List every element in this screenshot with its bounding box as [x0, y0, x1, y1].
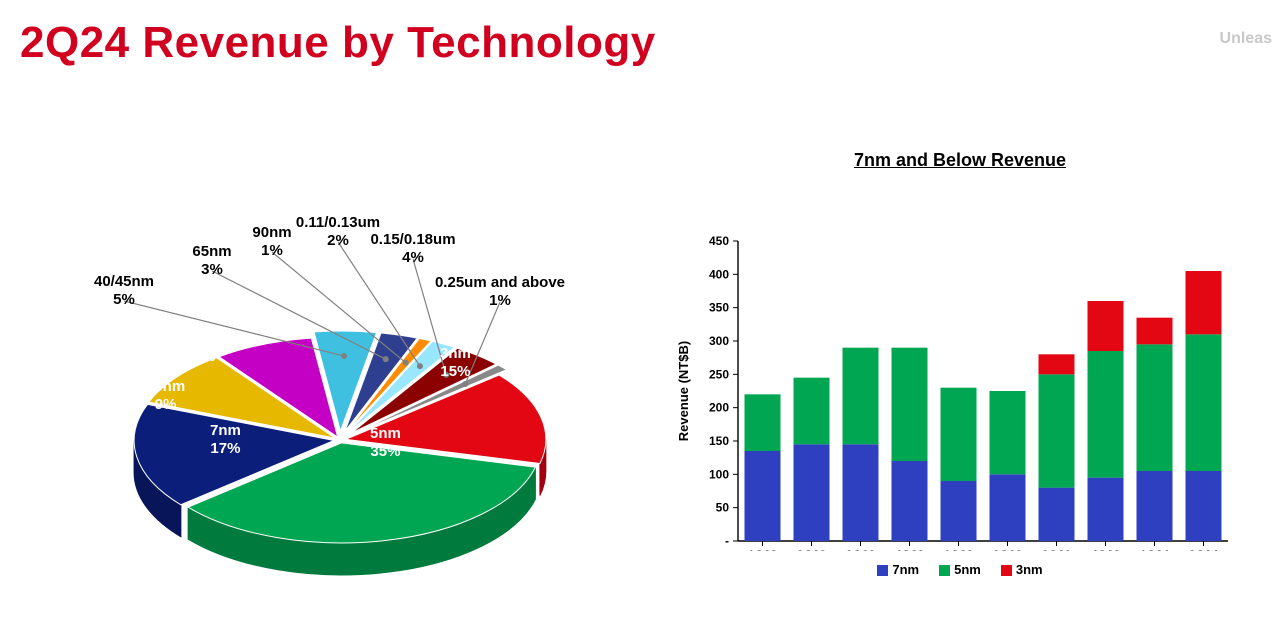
pie-slice-label: 7nm17% [210, 422, 241, 458]
svg-text:250: 250 [709, 367, 729, 381]
page-title: 2Q24 Revenue by Technology [20, 18, 656, 68]
bar-chart-title: 7nm and Below Revenue [660, 150, 1260, 171]
legend-swatch [939, 565, 950, 576]
pie-callout-label: 0.15/0.18um4% [370, 231, 455, 267]
pie-callout-label: 90nm1% [252, 224, 291, 260]
svg-text:4Q23: 4Q23 [1091, 548, 1121, 551]
pie-callout-label: 65nm3% [192, 243, 231, 279]
svg-text:Revenue (NT$B): Revenue (NT$B) [676, 341, 691, 441]
svg-text:450: 450 [709, 234, 729, 248]
svg-text:2Q23: 2Q23 [993, 548, 1023, 551]
pie-slice-label: 28nm8% [185, 330, 224, 366]
svg-text:-: - [725, 534, 729, 548]
svg-text:1Q23: 1Q23 [944, 548, 974, 551]
svg-text:350: 350 [709, 301, 729, 315]
pie-slice-label: 16nm9% [146, 378, 185, 414]
svg-text:3Q22: 3Q22 [846, 548, 876, 551]
pie-callout-label: 0.11/0.13um2% [296, 214, 380, 250]
pie-slice-label: 5nm35% [370, 425, 401, 461]
pie-slice-label: 3nm15% [440, 345, 471, 381]
svg-text:4Q22: 4Q22 [895, 548, 925, 551]
watermark-text: Unleas [1220, 30, 1272, 48]
legend-item: 3nm [1001, 562, 1043, 577]
svg-text:200: 200 [709, 401, 729, 415]
pie-callout-label: 0.25um and above1% [435, 274, 565, 310]
pie-callout-label: 40/45nm5% [94, 273, 154, 309]
svg-text:100: 100 [709, 467, 729, 481]
svg-text:3Q23: 3Q23 [1042, 548, 1072, 551]
slide: 2Q24 Revenue by Technology Unleas 3nm15%… [0, 0, 1280, 630]
bar-legend: 7nm 5nm 3nm [660, 562, 1260, 577]
svg-text:2Q22: 2Q22 [797, 548, 827, 551]
svg-text:300: 300 [709, 334, 729, 348]
svg-text:1Q22: 1Q22 [748, 548, 778, 551]
legend-item: 7nm [877, 562, 919, 577]
bar-chart-svg: - 50 100 150 200 250 300 350 400 450 Revenue (NT$B… [660, 181, 1260, 551]
svg-text:1Q24: 1Q24 [1140, 548, 1170, 551]
legend-item: 5nm [939, 562, 981, 577]
legend-swatch [877, 565, 888, 576]
svg-text:400: 400 [709, 267, 729, 281]
legend-swatch [1001, 565, 1012, 576]
pie-chart-area: 3nm15% 5nm35% 7nm17% 16nm9%28nm8% 40/45nm5% 6… [40, 160, 640, 580]
svg-text:150: 150 [709, 434, 729, 448]
svg-text:50: 50 [716, 501, 730, 515]
svg-text:2Q24: 2Q24 [1189, 548, 1219, 551]
bar-chart-area: 7nm and Below Revenue - 50 100 150 200 250 300… [660, 150, 1260, 600]
